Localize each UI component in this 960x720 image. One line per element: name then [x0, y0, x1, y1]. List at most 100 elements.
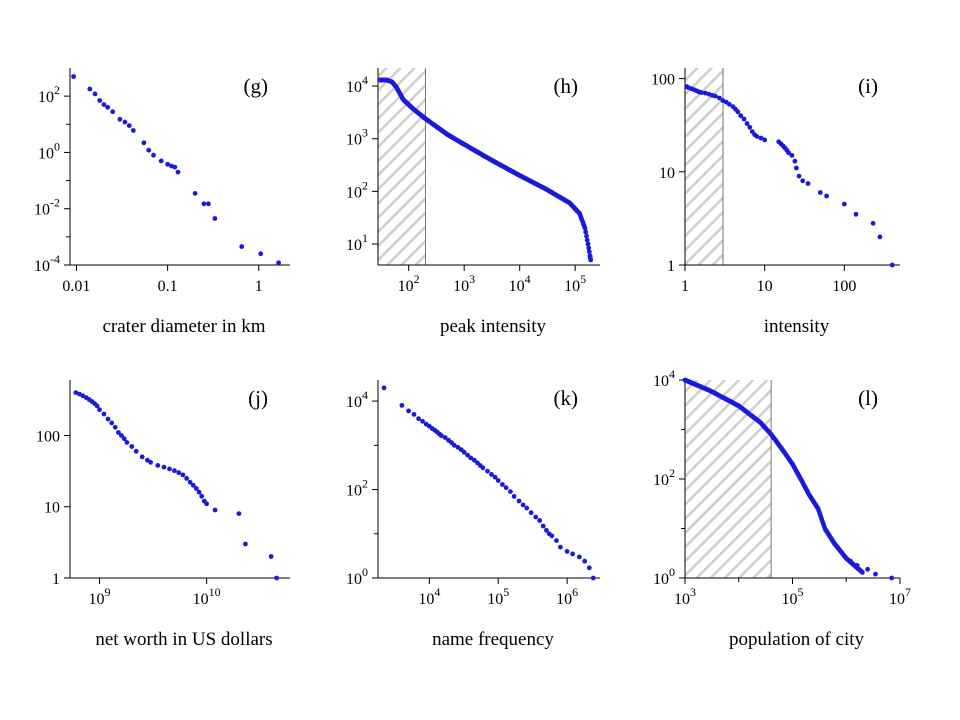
data-point — [889, 575, 895, 581]
data-point — [877, 234, 883, 240]
data-point — [786, 150, 791, 156]
data-point — [406, 408, 411, 414]
x-tick-label: 103 — [674, 585, 696, 608]
data-points — [684, 84, 895, 268]
data-point — [570, 551, 575, 557]
x-tick-label: 109 — [89, 585, 111, 608]
data-point — [549, 533, 555, 539]
data-point — [121, 436, 127, 442]
data-point — [161, 464, 167, 470]
data-points — [377, 77, 594, 263]
data-point — [126, 123, 132, 128]
y-tick-label: 102 — [346, 178, 368, 201]
data-point — [442, 435, 448, 440]
data-point — [124, 440, 130, 445]
data-point — [741, 116, 747, 122]
data-point — [268, 554, 274, 559]
x-tick-label: 1010 — [193, 585, 221, 608]
data-point — [511, 494, 517, 499]
data-point — [130, 128, 136, 133]
panel-label: (g) — [244, 74, 269, 98]
data-point — [192, 191, 198, 196]
data-point — [485, 468, 490, 474]
x-axis-label: crater diameter in km — [102, 316, 265, 337]
data-point — [744, 121, 750, 126]
x-tick-label: 10 — [757, 278, 773, 295]
data-point — [236, 511, 242, 516]
data-point — [87, 86, 93, 92]
data-point — [528, 510, 534, 516]
data-point — [71, 74, 76, 79]
data-point — [853, 211, 859, 217]
data-point — [416, 416, 421, 422]
y-tick-label: 100 — [346, 565, 368, 588]
data-point — [805, 181, 811, 186]
data-point — [139, 454, 145, 460]
panel-h: 102 103 104 105 101 102 103 104 (h) peak intensit… — [346, 68, 600, 337]
y-tick-label: 100 — [653, 565, 675, 588]
data-points — [71, 74, 281, 266]
data-point — [503, 485, 509, 491]
y-tick-label: 104 — [346, 73, 368, 96]
data-point — [544, 527, 549, 533]
data-point — [754, 134, 760, 139]
x-tick-label: 105 — [487, 585, 509, 608]
data-point — [381, 385, 387, 391]
data-point — [399, 403, 405, 408]
data-point — [758, 135, 764, 141]
data-point — [468, 455, 474, 461]
data-point — [516, 498, 522, 504]
data-point — [796, 173, 802, 179]
x-tick-label: 105 — [782, 585, 804, 608]
data-point — [870, 220, 876, 226]
y-tick-label: 10-4 — [34, 252, 60, 275]
data-point — [465, 452, 470, 458]
data-point — [480, 465, 486, 471]
data-point — [119, 433, 124, 438]
data-point — [199, 493, 205, 499]
data-point — [564, 549, 570, 554]
x-tick-label: 106 — [556, 585, 578, 608]
data-point — [471, 457, 477, 463]
y-tick-label: 10 — [44, 500, 60, 517]
data-point — [212, 216, 218, 221]
data-point — [148, 459, 154, 465]
data-point — [172, 164, 178, 170]
data-point — [243, 541, 248, 547]
data-point — [451, 442, 457, 448]
data-point — [540, 523, 546, 529]
data-point — [274, 575, 279, 581]
data-point — [860, 570, 865, 575]
data-point — [789, 153, 795, 158]
data-point — [73, 390, 79, 395]
data-point — [110, 109, 116, 115]
data-point — [439, 433, 444, 439]
data-point — [133, 448, 139, 454]
data-points — [682, 377, 895, 581]
data-point — [794, 165, 799, 171]
panel-g: 0.01 0.1 1 10-4 10-2 100 102 (g) crater diameter… — [34, 68, 290, 337]
data-point — [94, 403, 100, 409]
data-point — [122, 119, 128, 125]
y-tick-label: 102 — [38, 83, 60, 106]
data-point — [865, 566, 870, 572]
data-point — [800, 178, 806, 184]
data-point — [97, 407, 102, 413]
x-tick-label: 0.01 — [62, 278, 90, 295]
x-tick-label: 102 — [398, 272, 420, 295]
data-point — [762, 137, 768, 143]
shaded-region — [685, 380, 772, 578]
data-point — [109, 420, 115, 426]
x-tick-label: 100 — [832, 278, 856, 295]
data-point — [172, 468, 177, 474]
data-point — [206, 201, 211, 207]
data-point — [747, 124, 753, 130]
data-point — [698, 90, 704, 95]
x-tick-label: 104 — [509, 272, 531, 295]
data-point — [151, 152, 156, 158]
data-point — [258, 251, 264, 257]
data-point — [420, 418, 425, 424]
data-point — [146, 147, 152, 153]
x-axis-label: net worth in US dollars — [95, 629, 272, 650]
